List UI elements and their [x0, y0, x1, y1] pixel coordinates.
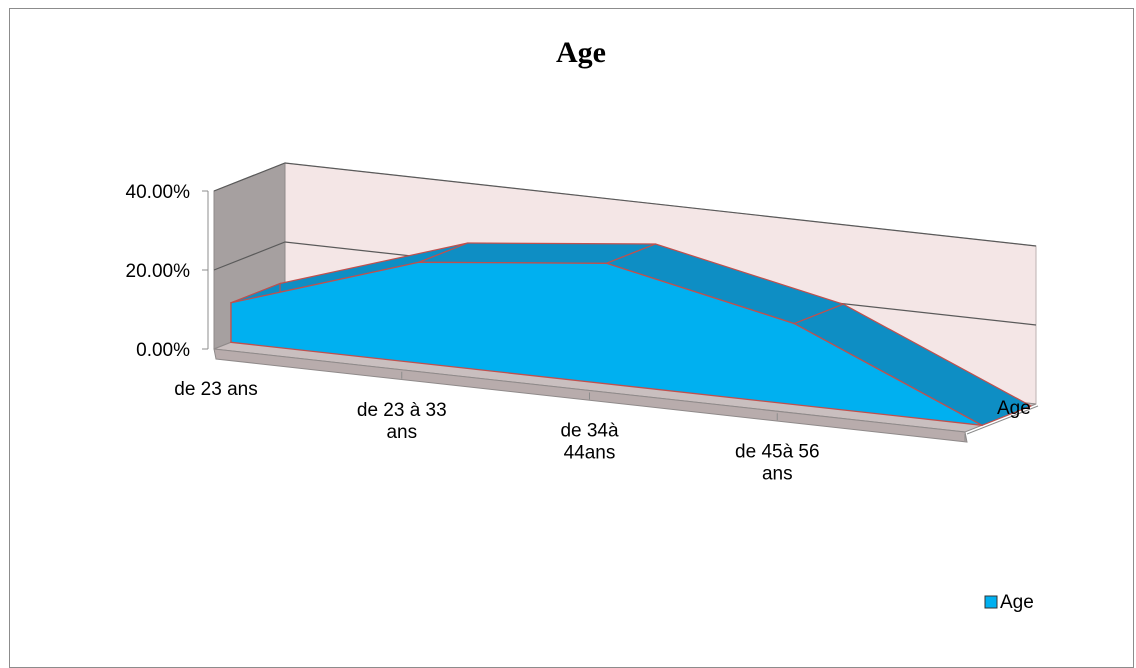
data-point: [230, 302, 232, 304]
y-tick-label: 0.00%: [136, 340, 190, 361]
x-tick-label: de 23 ans: [174, 379, 257, 400]
x-tick-label-line: 44ans: [564, 443, 616, 464]
data-point: [605, 262, 608, 265]
depth-axis-line: [966, 405, 1039, 435]
x-tick-label-line: de 23 à 33: [357, 400, 447, 421]
x-tick-label: de 23 à 33 ans: [357, 400, 447, 443]
data-point: [981, 424, 983, 427]
x-tick-label: de 45à 56 ans: [735, 441, 820, 484]
y-tick-label: 40.00%: [126, 182, 191, 203]
x-tick-label-line: de 34à: [560, 421, 619, 442]
y-tick-label: 20.00%: [126, 261, 191, 282]
legend-swatch: [984, 595, 998, 609]
x-tick-label: de 34à 44ans: [560, 421, 619, 464]
x-tick-label-line: de 45à 56: [735, 441, 820, 462]
gridline: [213, 162, 1037, 247]
chart-axes: [202, 190, 1039, 441]
area-series-age: [230, 242, 1032, 427]
data-point: [793, 322, 796, 325]
chart-title: Age: [556, 36, 606, 69]
legend-label: Age: [1000, 592, 1034, 613]
age-chart: Age 0.00% 20.00% 40.00% de 23 ans de 23 à 33…: [126, 36, 1039, 613]
x-tick-label-line: ans: [386, 422, 417, 443]
x-tick-label-line: ans: [762, 463, 793, 484]
x-tick-label-line: de 23 ans: [174, 379, 257, 400]
data-point: [418, 261, 420, 264]
depth-axis-label: Age: [997, 398, 1031, 419]
legend: Age: [984, 592, 1034, 613]
